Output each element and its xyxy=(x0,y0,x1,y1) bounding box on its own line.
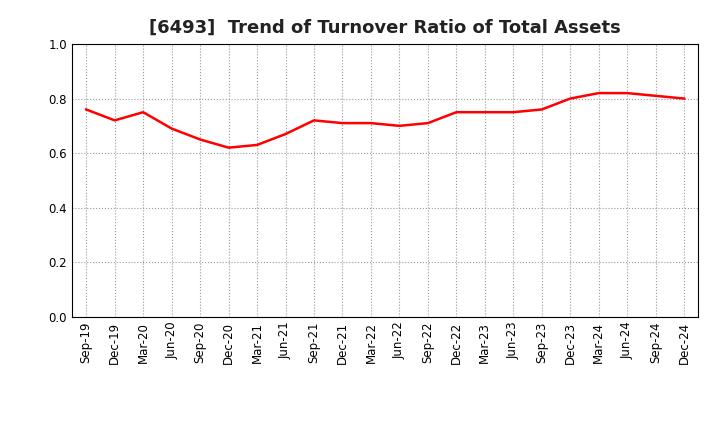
Title: [6493]  Trend of Turnover Ratio of Total Assets: [6493] Trend of Turnover Ratio of Total … xyxy=(149,19,621,37)
